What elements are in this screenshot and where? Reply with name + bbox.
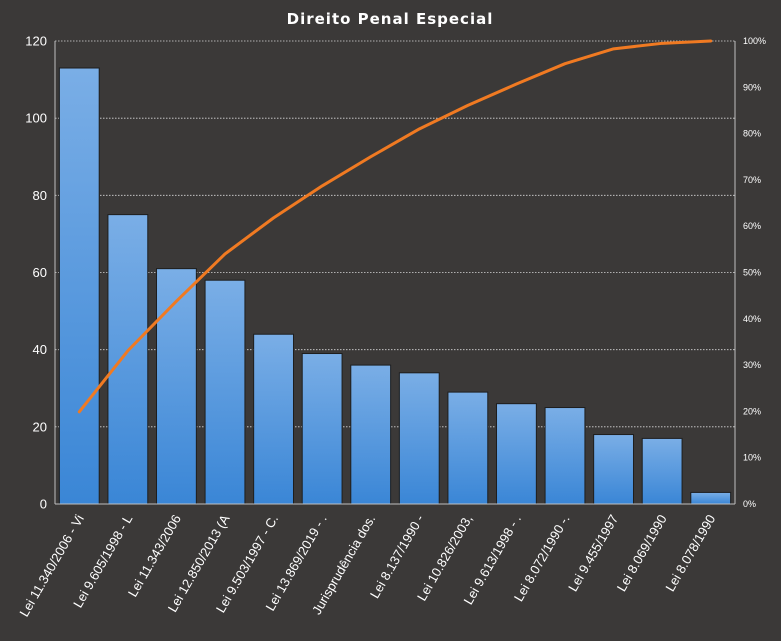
y-tick-label: 80: [33, 188, 47, 203]
cumulative-line-series: [77, 39, 713, 414]
y-tick-label: 20: [33, 419, 47, 434]
bar: [641, 437, 683, 505]
bar: [544, 407, 586, 505]
bar: [58, 67, 100, 505]
y-tick-label: 60: [33, 265, 47, 280]
secondary-y-tick-label: 30%: [743, 360, 761, 370]
secondary-y-axis-ticks: 0% 10% 20% 30% 40% 50% 60% 70% 80% 90% 100%: [743, 36, 766, 509]
line-point: [320, 184, 324, 188]
bar: [253, 333, 294, 505]
line-point: [126, 349, 130, 352]
y-tick-label: 120: [25, 34, 47, 49]
line-point: [175, 300, 178, 303]
bar-series: [58, 67, 732, 505]
line-point: [369, 155, 372, 158]
line-point: [515, 82, 518, 86]
secondary-y-tick-label: 80%: [743, 129, 761, 139]
y-tick-label: 40: [33, 342, 47, 357]
axes: [54, 41, 736, 505]
x-tick-label: Lei 9.455/1997: [565, 512, 621, 594]
secondary-y-tick-label: 70%: [743, 175, 761, 185]
bar: [301, 353, 343, 505]
x-tick-label: Lei 8.069/1990: [614, 512, 670, 594]
bar: [690, 491, 732, 505]
bar: [350, 364, 392, 505]
x-tick-label: Lei 8.078/1990: [662, 512, 718, 594]
bar: [107, 214, 149, 505]
secondary-y-tick-label: 20%: [743, 406, 761, 416]
secondary-y-tick-label: 100%: [743, 36, 766, 46]
secondary-y-tick-label: 10%: [743, 453, 761, 463]
y-axis-ticks: 0 20 40 60 80 100 120: [25, 34, 47, 512]
secondary-y-tick-label: 90%: [743, 82, 761, 92]
line-point: [466, 104, 470, 107]
line-point: [612, 47, 615, 51]
bar: [496, 403, 537, 505]
bar: [447, 391, 489, 505]
bar: [398, 372, 440, 505]
x-tick-label: Lei 11.343/2006: [125, 512, 184, 599]
line-point: [563, 62, 567, 65]
bar: [204, 279, 246, 505]
line-point: [272, 216, 275, 220]
gridlines: [55, 40, 735, 428]
line-point: [660, 42, 664, 45]
cumulative-line: [77, 39, 713, 414]
chart-title: Direito Penal Especial: [287, 10, 494, 28]
line-point: [709, 39, 712, 43]
line-point: [418, 127, 421, 131]
secondary-y-tick-label: 40%: [743, 314, 761, 324]
secondary-y-tick-label: 0%: [743, 499, 756, 509]
secondary-y-tick-label: 60%: [743, 221, 761, 231]
bar: [593, 434, 634, 505]
secondary-y-tick-label: 50%: [743, 268, 761, 278]
y-tick-label: 100: [25, 111, 47, 126]
line-point: [223, 252, 227, 256]
line-point: [78, 410, 81, 414]
y-tick-label: 0: [40, 497, 47, 512]
bar: [156, 268, 197, 505]
